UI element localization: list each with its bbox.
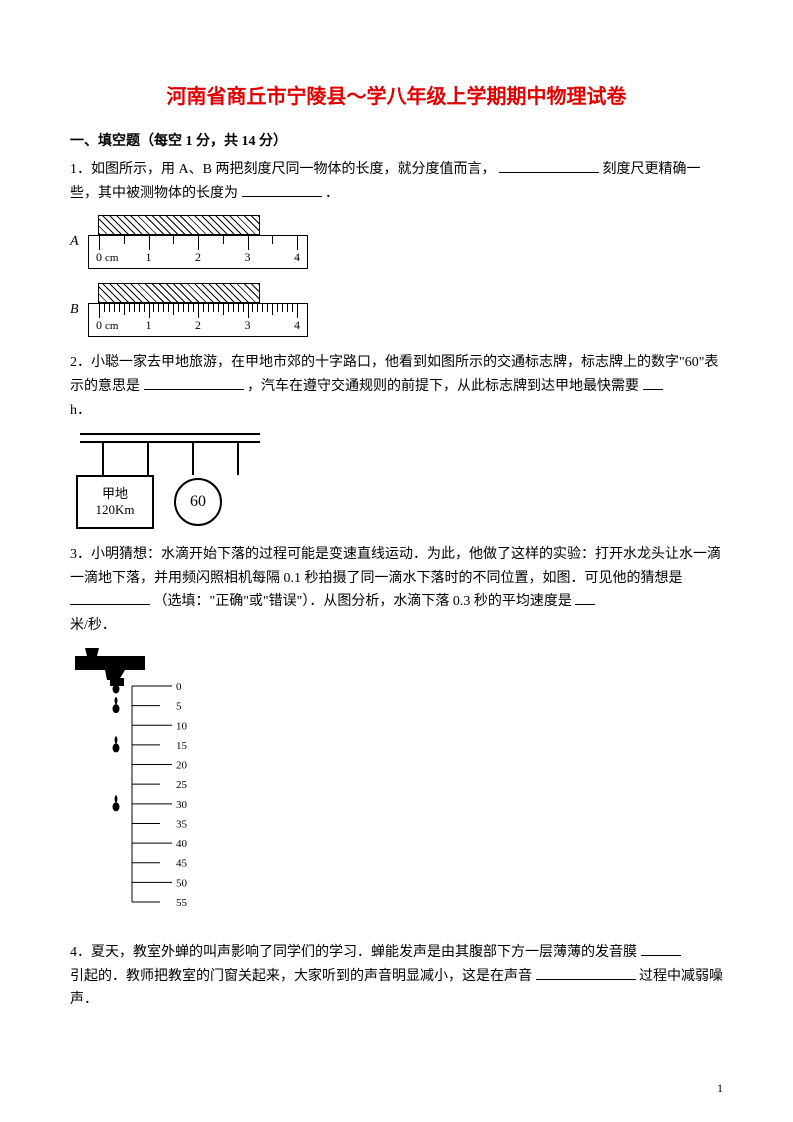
svg-text:35: 35	[176, 818, 188, 830]
q1-text-c: ．	[325, 186, 339, 201]
question-1: 1．如图所示，用 A、B 两把刻度尺同一物体的长度，就分度值而言， 刻度尺更精确…	[70, 158, 723, 206]
q4-text-a: 4．夏天，教室外蝉的叫声影响了同学们的学习．蝉能发声是由其腹部下方一层薄薄的发音…	[70, 945, 637, 960]
ruler-b-body: cm 01234	[88, 303, 308, 337]
q3-text-b: （选填："正确"或"错误"）．从图分析，水滴下落 0.3 秒的平均速度是	[154, 594, 572, 609]
q2-text-c: h．	[70, 403, 91, 418]
ruler-a-object	[98, 215, 260, 235]
q4-blank-2	[536, 965, 636, 980]
ruler-b: cm 01234	[88, 283, 308, 337]
q2-text-b: ，汽车在遵守交通规则的前提下，从此标志牌到达甲地最快需要	[247, 379, 639, 394]
ruler-a-cm: cm	[105, 249, 118, 268]
svg-text:0: 0	[176, 681, 182, 693]
q3-text-a: 3．小明猜想：水滴开始下落的过程可能是变速直线运动．为此，他做了这样的实验：打开…	[70, 547, 721, 586]
q3-blank-1	[70, 590, 150, 605]
q1-blank-1	[499, 158, 599, 173]
svg-text:25: 25	[176, 779, 188, 791]
svg-text:20: 20	[176, 760, 188, 772]
q2-blank-2	[643, 375, 663, 390]
q2-figure: 甲地 120Km 60	[70, 433, 270, 529]
q4-text-b: 引起的．教师把教室的门窗关起来，大家听到的声音明显减小，这是在声音	[70, 969, 532, 984]
q4-blank-1	[641, 941, 681, 956]
sign-place: 甲地	[102, 486, 128, 502]
q3-text-c: 米/秒．	[70, 618, 116, 633]
sign-bar	[80, 433, 260, 443]
page-title: 河南省商丘市宁陵县～学八年级上学期期中物理试卷	[70, 80, 723, 114]
svg-text:5: 5	[176, 701, 182, 713]
page-number: 1	[717, 1078, 723, 1098]
svg-text:50: 50	[176, 877, 188, 889]
question-4: 4．夏天，教室外蝉的叫声影响了同学们的学习．蝉能发声是由其腹部下方一层薄薄的发音…	[70, 941, 723, 1012]
faucet-scale-svg: 0 5 10 15 20 25 30 35 40 45 50 55	[70, 648, 210, 918]
ruler-b-cm: cm	[105, 317, 118, 336]
sign-distance-box: 甲地 120Km	[76, 475, 154, 529]
sign-posts	[80, 443, 260, 475]
ruler-b-object	[98, 283, 260, 303]
q1-blank-2	[242, 182, 322, 197]
question-2: 2．小聪一家去甲地旅游，在甲地市郊的十字路口，他看到如图所示的交通标志牌，标志牌…	[70, 351, 723, 422]
svg-text:45: 45	[176, 858, 188, 870]
q3-figure: 0 5 10 15 20 25 30 35 40 45 50 55	[70, 648, 210, 927]
ruler-a: cm 01234	[88, 215, 308, 269]
ruler-label-a: A	[70, 230, 88, 254]
q2-blank-1	[144, 375, 244, 390]
question-3: 3．小明猜想：水滴开始下落的过程可能是变速直线运动．为此，他做了这样的实验：打开…	[70, 543, 723, 638]
svg-text:55: 55	[176, 897, 188, 909]
section-heading: 一、填空题（每空 1 分，共 14 分）	[70, 130, 723, 154]
q3-blank-2	[575, 590, 595, 605]
q1-figure: A cm 01234 B cm 01234	[70, 215, 723, 337]
ruler-a-body: cm 01234	[88, 235, 308, 269]
sign-distance: 120Km	[96, 502, 135, 518]
sign-speed-circle: 60	[174, 478, 222, 526]
sign-speed-value: 60	[190, 488, 206, 515]
q1-text-a: 1．如图所示，用 A、B 两把刻度尺同一物体的长度，就分度值而言，	[70, 162, 495, 177]
svg-text:10: 10	[176, 720, 188, 732]
svg-text:30: 30	[176, 799, 188, 811]
ruler-label-b: B	[70, 298, 88, 322]
svg-text:40: 40	[176, 838, 188, 850]
svg-text:15: 15	[176, 740, 188, 752]
